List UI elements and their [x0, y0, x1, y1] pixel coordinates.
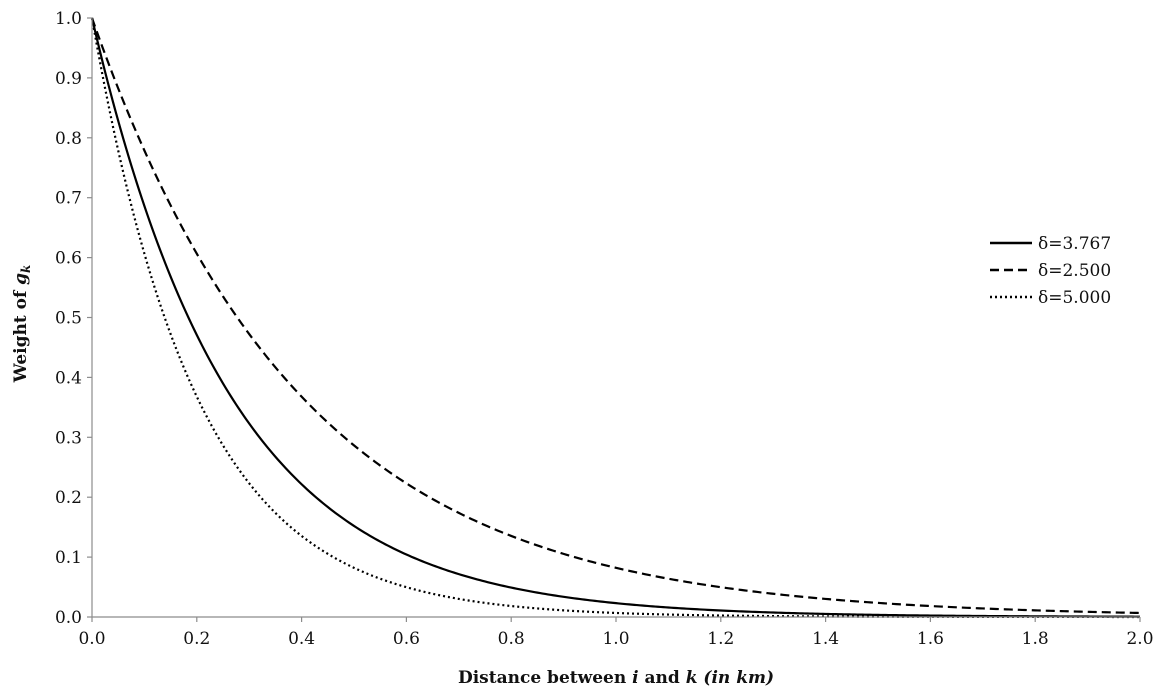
series-line-0: [90, 17, 1141, 618]
y-axis-title: Weight of gk: [11, 265, 33, 384]
x-tick-label: 0.0: [78, 629, 105, 649]
legend-label-1: δ=2.500: [1038, 261, 1111, 281]
x-tick-label: 0.8: [498, 629, 525, 649]
x-tick-label: 1.2: [707, 629, 734, 649]
legend-label-0: δ=3.767: [1038, 234, 1111, 254]
y-tick-label: 0.0: [55, 608, 82, 628]
x-axis-title: Distance between i and k (in km): [458, 668, 774, 688]
x-tick-label: 0.4: [288, 629, 315, 649]
x-axis-ticks: 0.0 0.2 0.4 0.6 0.8 1.0 1.2 1.4 1.6 1.8 2.0: [78, 617, 1154, 649]
y-tick-label: 0.4: [55, 368, 82, 388]
x-tick-label: 1.8: [1022, 629, 1049, 649]
y-tick-label: 0.9: [55, 69, 82, 89]
y-tick-label: 0.8: [55, 129, 82, 149]
x-tick-label: 2.0: [1126, 629, 1153, 649]
x-tick-label: 1.6: [917, 629, 944, 649]
y-tick-label: 0.1: [55, 548, 82, 568]
legend: δ=3.767 δ=2.500 δ=5.000: [990, 234, 1111, 308]
y-tick-label: 0.6: [55, 249, 82, 269]
y-tick-label: 0.5: [55, 309, 82, 329]
series-layer: [90, 17, 1141, 619]
y-tick-label: 0.2: [55, 488, 82, 508]
legend-label-2: δ=5.000: [1038, 288, 1111, 308]
x-tick-label: 1.0: [602, 629, 629, 649]
y-tick-label: 0.7: [55, 189, 82, 209]
x-tick-label: 0.6: [393, 629, 420, 649]
series-line-1: [90, 17, 1141, 615]
x-tick-label: 1.4: [812, 629, 839, 649]
series-line-2: [90, 17, 1140, 619]
y-tick-label: 0.3: [55, 428, 82, 448]
y-axis-ticks: 0.0 0.1 0.2 0.3 0.4 0.5 0.6 0.7 0.8 0.9 1.0: [55, 9, 92, 628]
y-tick-label: 1.0: [55, 9, 82, 29]
x-tick-label: 0.2: [183, 629, 210, 649]
